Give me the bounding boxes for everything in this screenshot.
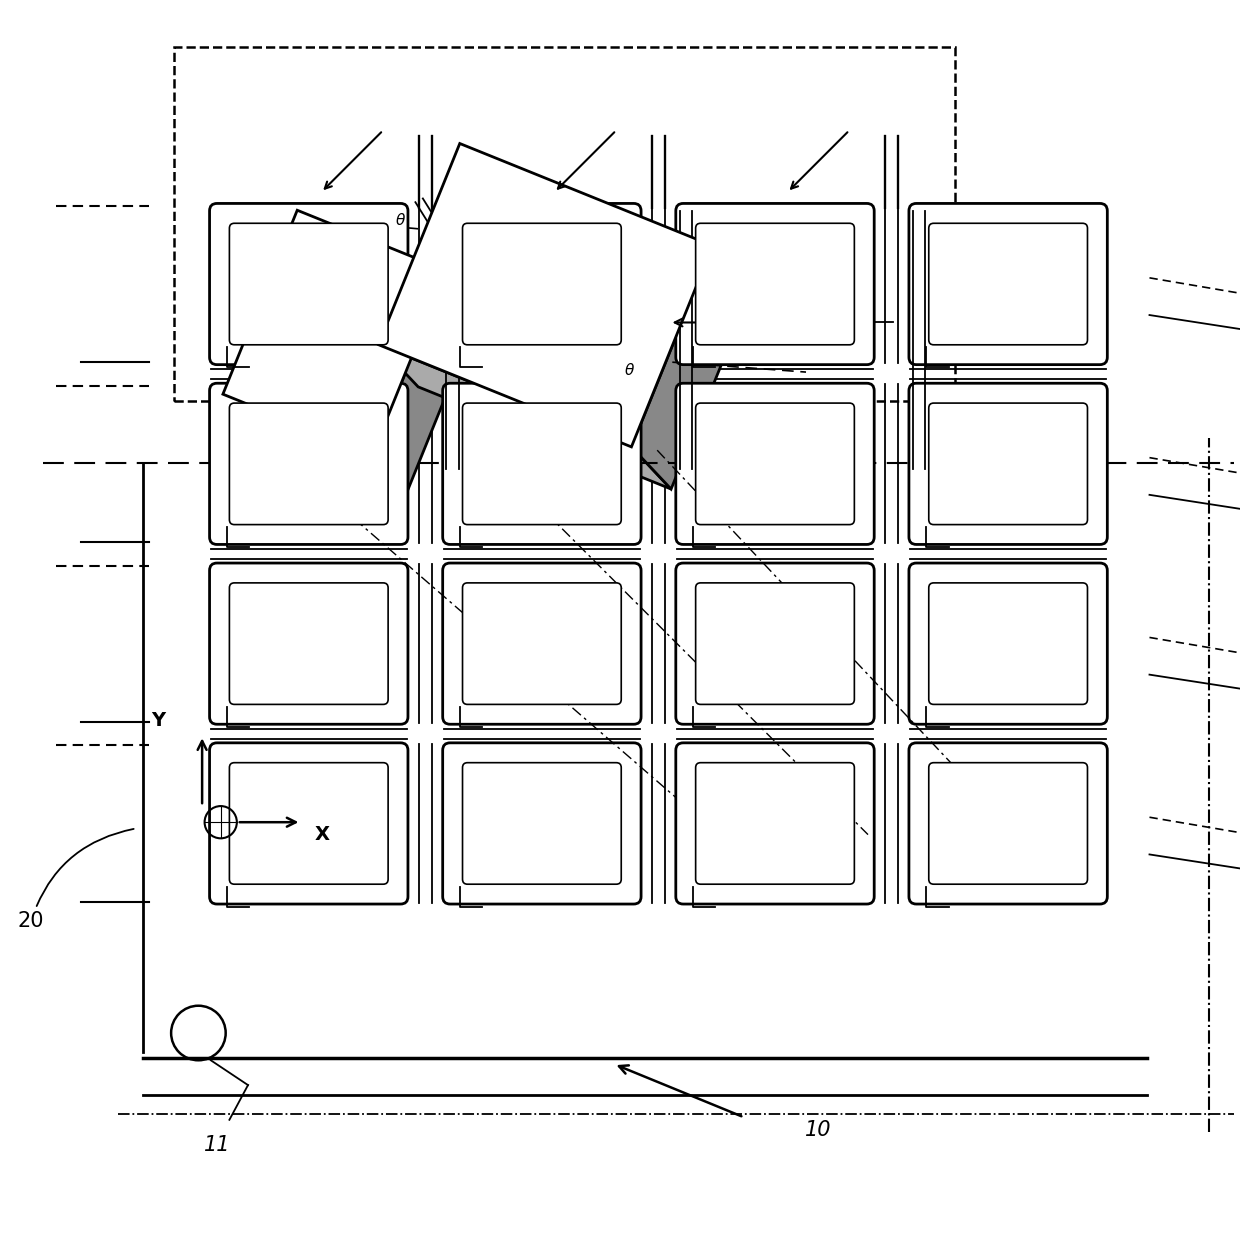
Polygon shape (378, 144, 713, 447)
FancyBboxPatch shape (443, 743, 641, 903)
Text: 10: 10 (805, 1120, 832, 1140)
FancyBboxPatch shape (696, 583, 854, 704)
Polygon shape (631, 246, 753, 489)
FancyBboxPatch shape (463, 762, 621, 885)
FancyBboxPatch shape (909, 203, 1107, 364)
FancyBboxPatch shape (210, 383, 408, 544)
FancyBboxPatch shape (229, 223, 388, 345)
Polygon shape (223, 394, 407, 491)
FancyBboxPatch shape (696, 223, 854, 345)
FancyBboxPatch shape (229, 762, 388, 885)
Bar (174, 47, 955, 401)
FancyBboxPatch shape (229, 583, 388, 704)
FancyBboxPatch shape (210, 563, 408, 724)
FancyBboxPatch shape (676, 743, 874, 903)
Polygon shape (378, 345, 671, 489)
FancyBboxPatch shape (676, 203, 874, 364)
Text: $\theta$: $\theta$ (396, 212, 405, 228)
FancyBboxPatch shape (443, 563, 641, 724)
Polygon shape (396, 266, 510, 379)
FancyBboxPatch shape (676, 383, 874, 544)
Polygon shape (223, 210, 446, 455)
Text: Y: Y (151, 711, 166, 730)
FancyBboxPatch shape (929, 583, 1087, 704)
FancyBboxPatch shape (463, 403, 621, 524)
FancyBboxPatch shape (676, 563, 874, 724)
FancyBboxPatch shape (210, 743, 408, 903)
Text: $\theta$: $\theta$ (625, 362, 635, 378)
Polygon shape (372, 271, 481, 491)
FancyBboxPatch shape (210, 203, 408, 364)
Text: 20: 20 (17, 829, 134, 931)
FancyBboxPatch shape (909, 563, 1107, 724)
Text: 11: 11 (203, 1134, 231, 1154)
FancyBboxPatch shape (929, 762, 1087, 885)
FancyBboxPatch shape (909, 743, 1107, 903)
FancyBboxPatch shape (696, 762, 854, 885)
FancyBboxPatch shape (929, 403, 1087, 524)
Text: 14: 14 (978, 312, 1006, 333)
FancyBboxPatch shape (929, 223, 1087, 345)
Text: X: X (315, 825, 330, 844)
FancyBboxPatch shape (463, 583, 621, 704)
FancyBboxPatch shape (463, 223, 621, 345)
FancyBboxPatch shape (443, 383, 641, 544)
FancyBboxPatch shape (696, 403, 854, 524)
Polygon shape (396, 346, 501, 403)
FancyBboxPatch shape (443, 203, 641, 364)
FancyBboxPatch shape (909, 383, 1107, 544)
Polygon shape (476, 299, 534, 403)
FancyBboxPatch shape (229, 403, 388, 524)
